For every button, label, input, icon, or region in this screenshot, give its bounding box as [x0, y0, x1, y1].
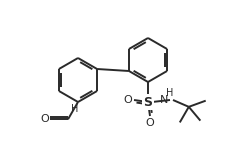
Text: S: S [144, 95, 153, 109]
Text: O: O [40, 114, 49, 124]
Text: H: H [166, 88, 174, 98]
Text: O: O [123, 95, 132, 105]
Text: N: N [160, 95, 168, 105]
Text: H: H [71, 104, 78, 114]
Text: O: O [146, 118, 154, 128]
